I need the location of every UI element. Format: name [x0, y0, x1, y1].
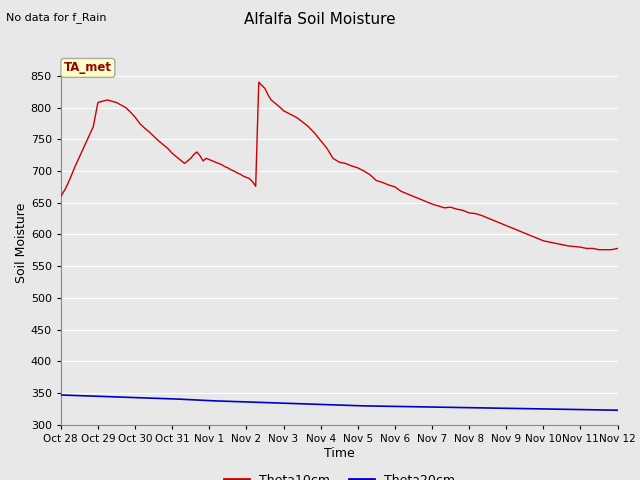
X-axis label: Time: Time — [324, 446, 355, 460]
Y-axis label: Soil Moisture: Soil Moisture — [15, 202, 28, 283]
Legend: Theta10cm, Theta20cm: Theta10cm, Theta20cm — [219, 468, 460, 480]
Text: No data for f_Rain: No data for f_Rain — [6, 12, 107, 23]
Text: Alfalfa Soil Moisture: Alfalfa Soil Moisture — [244, 12, 396, 27]
Text: TA_met: TA_met — [64, 61, 112, 74]
